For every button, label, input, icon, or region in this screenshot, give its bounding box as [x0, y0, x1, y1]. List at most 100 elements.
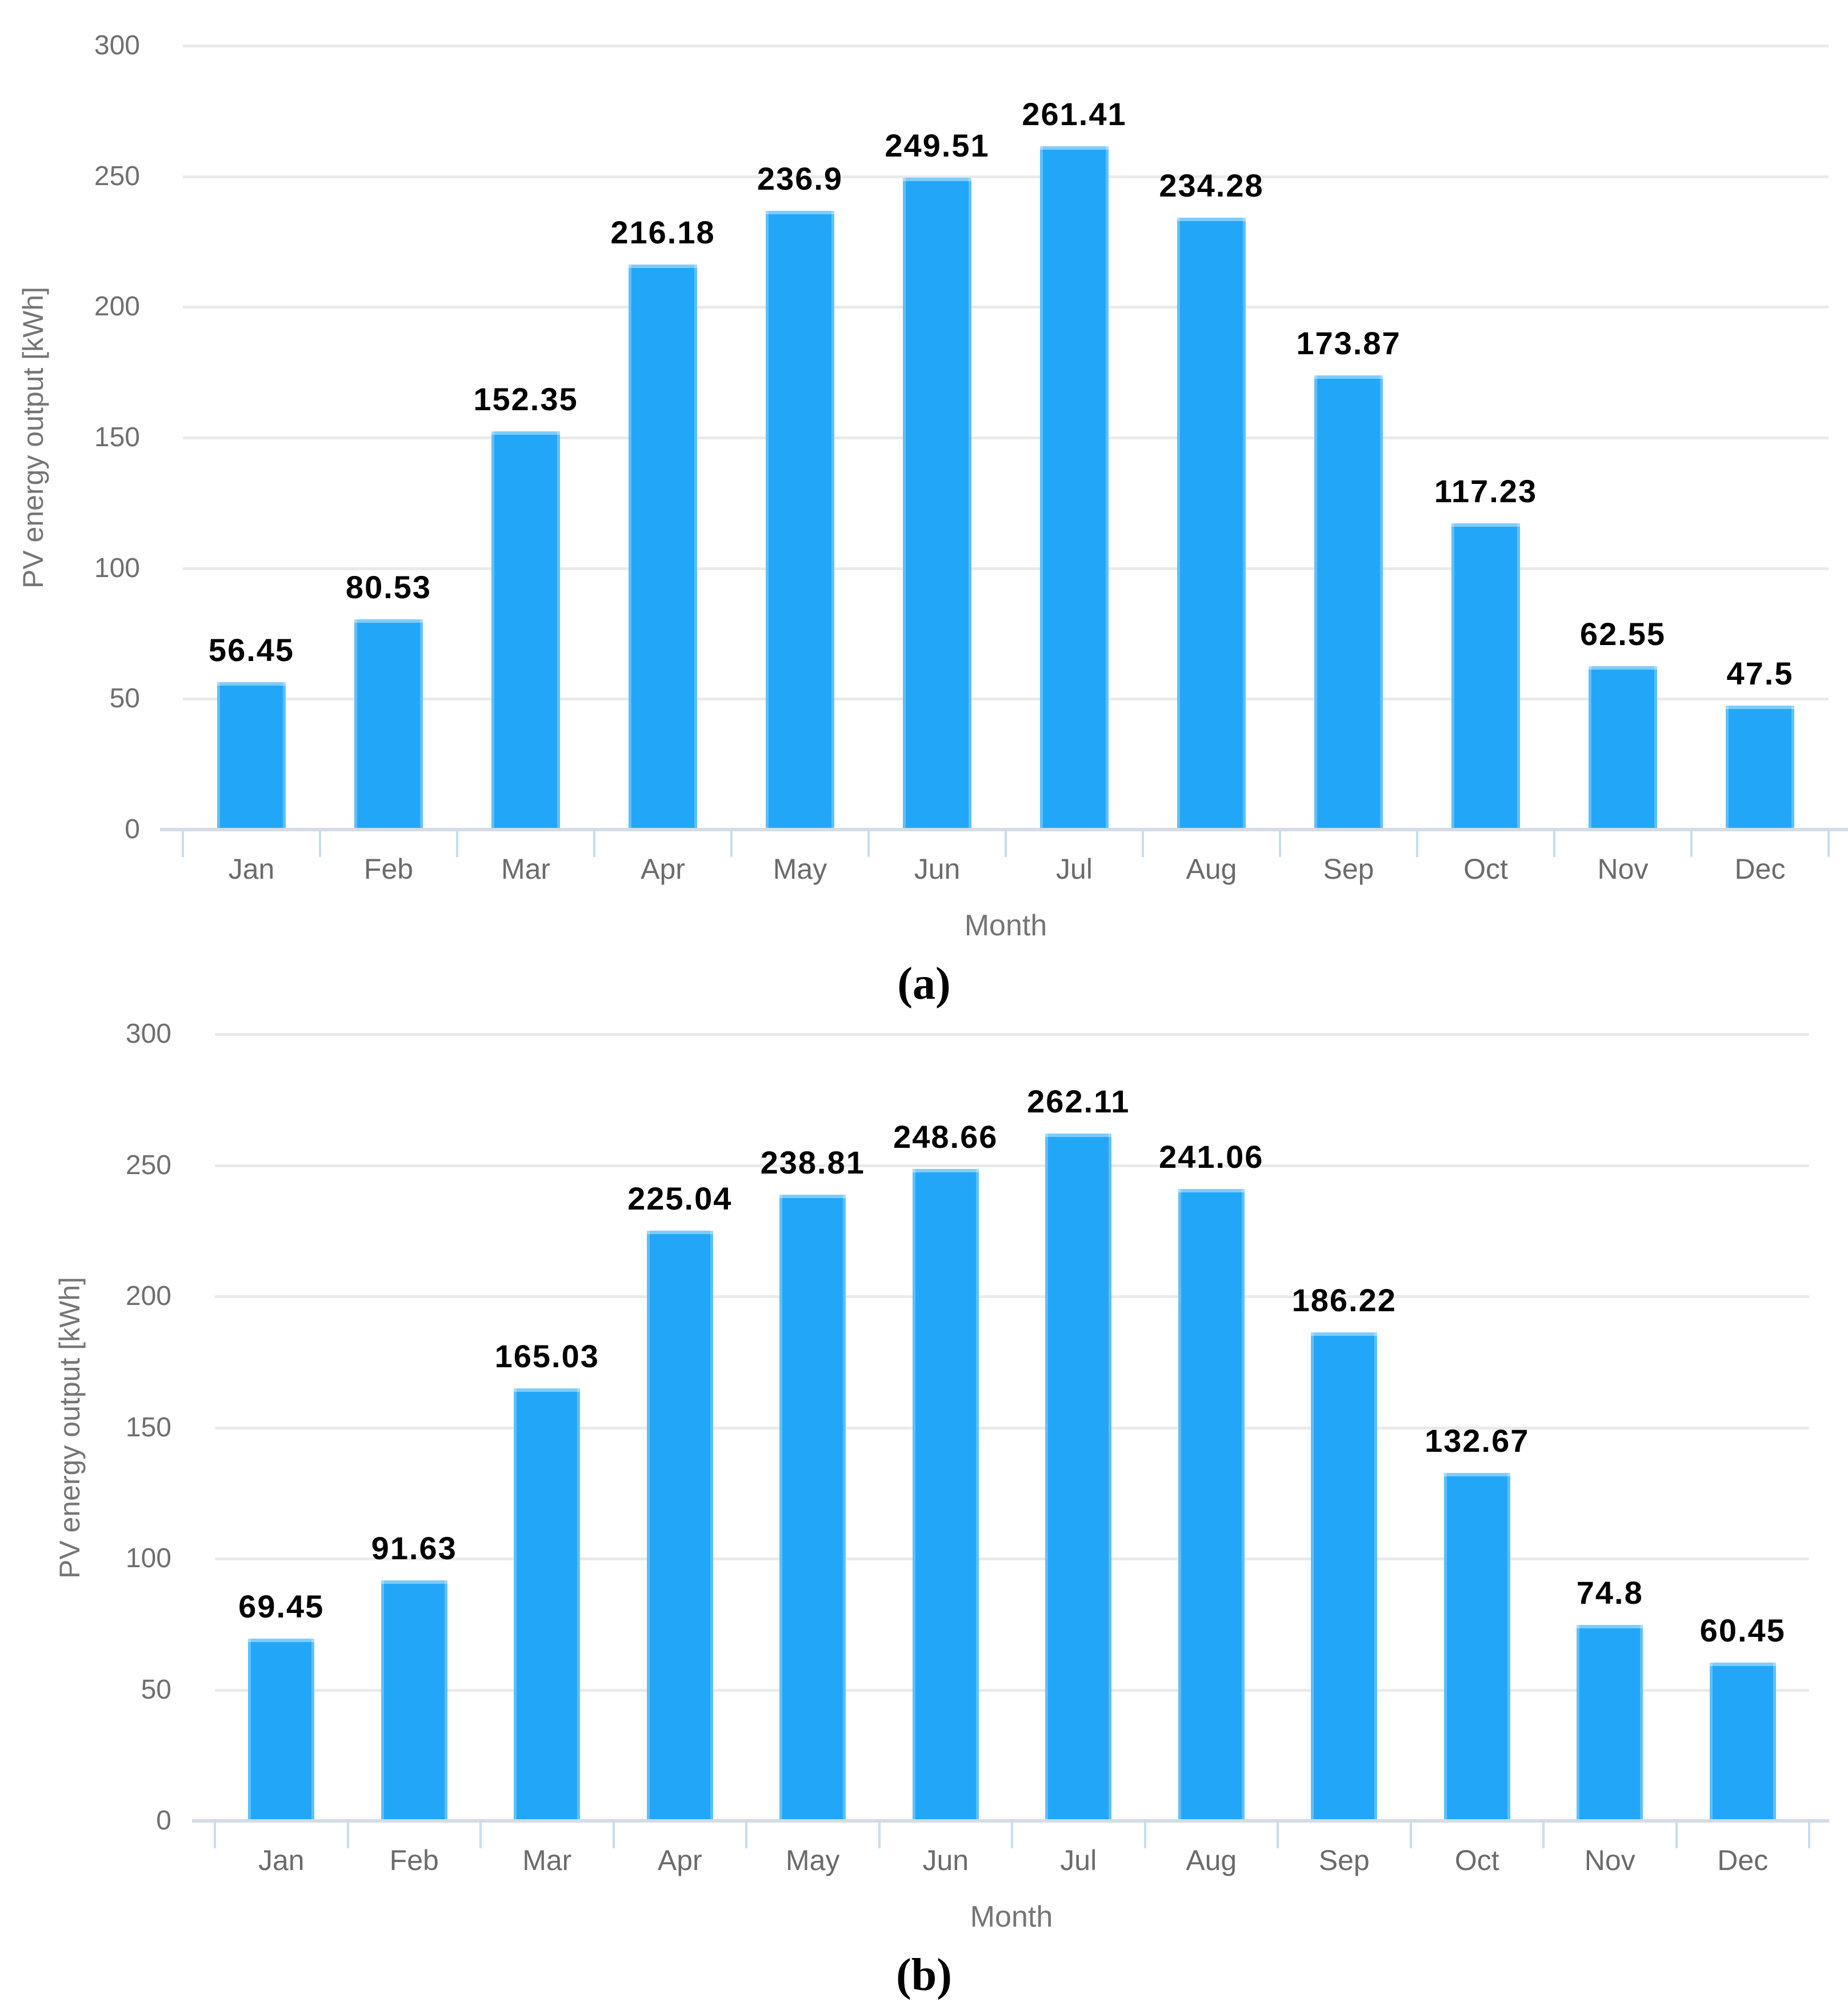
y-tick-labels-layer: 0 50 100 150 200 250 300 [94, 32, 140, 844]
bar-nov-a [1589, 666, 1657, 830]
bar-aug-b [1178, 1189, 1245, 1821]
bar-value-label-nov-a: 62.55 [1579, 616, 1666, 652]
x-axis-title: Month [964, 909, 1047, 942]
x-tick-mark [867, 830, 870, 857]
x-tick-marks-layer [0, 991, 1848, 2014]
bar-apr-a [629, 265, 697, 830]
y-tick-label-0: 0 [125, 814, 140, 844]
x-tick-mark [1409, 1821, 1412, 1848]
bar-value-label-jan-a: 56.45 [208, 632, 295, 668]
bar-aug-a [1177, 218, 1246, 830]
bar-oct-b [1444, 1473, 1510, 1821]
x-category-label-may-a: May [773, 853, 827, 885]
x-tick-mark [1143, 1821, 1146, 1848]
bar-feb-b [381, 1580, 447, 1821]
x-tick-mark [1142, 830, 1144, 857]
x-tick-mark [1011, 1821, 1013, 1848]
y-tick-label-150: 150 [125, 1412, 171, 1443]
gridline-250 [215, 1164, 1809, 1167]
gridline-200 [183, 306, 1829, 309]
y-tick-label-50: 50 [109, 683, 140, 714]
gridlines-layer [183, 45, 1829, 701]
bar-value-label-jul-b: 262.11 [1027, 1083, 1130, 1119]
bar-dec-a [1726, 706, 1794, 830]
y-tick-label-250: 250 [125, 1150, 171, 1180]
gridline-200 [215, 1295, 1809, 1298]
y-tick-labels-layer: 0 50 100 150 200 250 300 [0, 991, 1848, 2014]
bar-may-a [766, 211, 834, 830]
x-category-label-nov-b: Nov [1584, 1844, 1635, 1876]
x-tick-mark [1416, 830, 1418, 857]
bar-value-label-mar-b: 165.03 [494, 1338, 599, 1374]
bar-value-label-apr-a: 216.18 [610, 214, 715, 250]
x-category-label-jan-b: Jan [258, 1844, 305, 1876]
x-tick-mark [1277, 1821, 1279, 1848]
bar-apr-b [647, 1231, 713, 1821]
x-category-label-oct-a: Oct [1463, 853, 1508, 885]
x-tick-mark [1542, 1821, 1545, 1848]
bar-jul-a [1040, 146, 1109, 830]
x-tick-mark [1553, 830, 1555, 857]
x-category-label-nov-a: Nov [1597, 853, 1649, 885]
gridline-100 [183, 567, 1829, 570]
x-tick-mark [612, 1821, 615, 1848]
x-category-label-may-b: May [786, 1844, 840, 1876]
bar-value-label-jul-a: 261.41 [1022, 96, 1127, 132]
bar-sep-a [1314, 375, 1383, 830]
caption-b: (b) [896, 1950, 952, 2000]
bar-value-label-aug-a: 234.28 [1159, 167, 1264, 203]
gridline-50 [183, 698, 1829, 701]
y-tick-label-150: 150 [94, 422, 140, 453]
x-tick-mark [878, 1821, 881, 1848]
bar-value-label-oct-a: 117.23 [1434, 473, 1538, 509]
gridline-250 [183, 175, 1829, 178]
gridline-150 [215, 1426, 1809, 1430]
x-category-label-feb-a: Feb [363, 853, 414, 885]
bar-value-label-jun-a: 249.51 [885, 127, 990, 163]
bar-mar-b [514, 1388, 580, 1821]
chart-b: PV energy output [kWh] 0 50 100 150 200 250 30… [0, 991, 1848, 2014]
x-category-label-dec-b: Dec [1717, 1844, 1769, 1876]
x-category-label-jul-b: Jul [1060, 1844, 1097, 1876]
bar-value-label-apr-b: 225.04 [627, 1180, 733, 1216]
bar-value-label-may-a: 236.9 [757, 161, 843, 197]
x-tick-mark [479, 1821, 482, 1848]
x-category-label-jan-a: Jan [228, 853, 275, 885]
gridlines-layer [0, 991, 1848, 2014]
x-tick-mark [1808, 1821, 1810, 1848]
x-tick-mark [1827, 830, 1830, 857]
bar-jan-b [248, 1639, 314, 1821]
x-tick-mark [1675, 1821, 1678, 1848]
caption-a: (a) [897, 959, 951, 1009]
x-tick-mark [456, 830, 458, 857]
x-category-label-oct-b: Oct [1454, 1844, 1499, 1876]
bar-value-label-dec-b: 60.45 [1699, 1612, 1786, 1648]
bar-may-b [779, 1195, 846, 1821]
x-category-label-jul-a: Jul [1056, 853, 1093, 885]
bar-jul-b [1045, 1134, 1111, 1821]
x-category-label-feb-b: Feb [389, 1844, 439, 1876]
y-tick-label-300: 300 [125, 1019, 171, 1049]
bars-layer: 56.45 80.53 152.35 216.18 236.9 249.51 261.41 2… [208, 96, 1794, 830]
x-tick-mark [214, 1821, 216, 1848]
bar-value-label-dec-a: 47.5 [1726, 655, 1794, 691]
x-tick-mark [1005, 830, 1007, 857]
x-axis-line [160, 828, 1848, 831]
x-category-label-mar-b: Mar [522, 1844, 572, 1876]
x-axis-title: Month [970, 1900, 1053, 1933]
x-category-label-mar-a: Mar [501, 853, 551, 885]
y-tick-label-50: 50 [141, 1674, 171, 1705]
gridline-50 [215, 1688, 1809, 1692]
bar-value-label-feb-a: 80.53 [345, 569, 432, 605]
x-tick-mark [319, 830, 321, 857]
x-category-label-aug-b: Aug [1186, 1844, 1237, 1876]
x-category-labels-layer: Jan Feb Mar Apr May Jun Jul Aug Sep Oct Nov Dec [0, 991, 1848, 2014]
bar-dec-b [1710, 1663, 1776, 1821]
y-tick-label-200: 200 [94, 291, 140, 322]
x-category-label-sep-b: Sep [1318, 1844, 1370, 1876]
bar-value-label-oct-b: 132.67 [1425, 1423, 1530, 1459]
gridline-100 [215, 1557, 1809, 1560]
bar-value-label-sep-a: 173.87 [1296, 325, 1401, 361]
x-tick-mark [730, 830, 733, 857]
